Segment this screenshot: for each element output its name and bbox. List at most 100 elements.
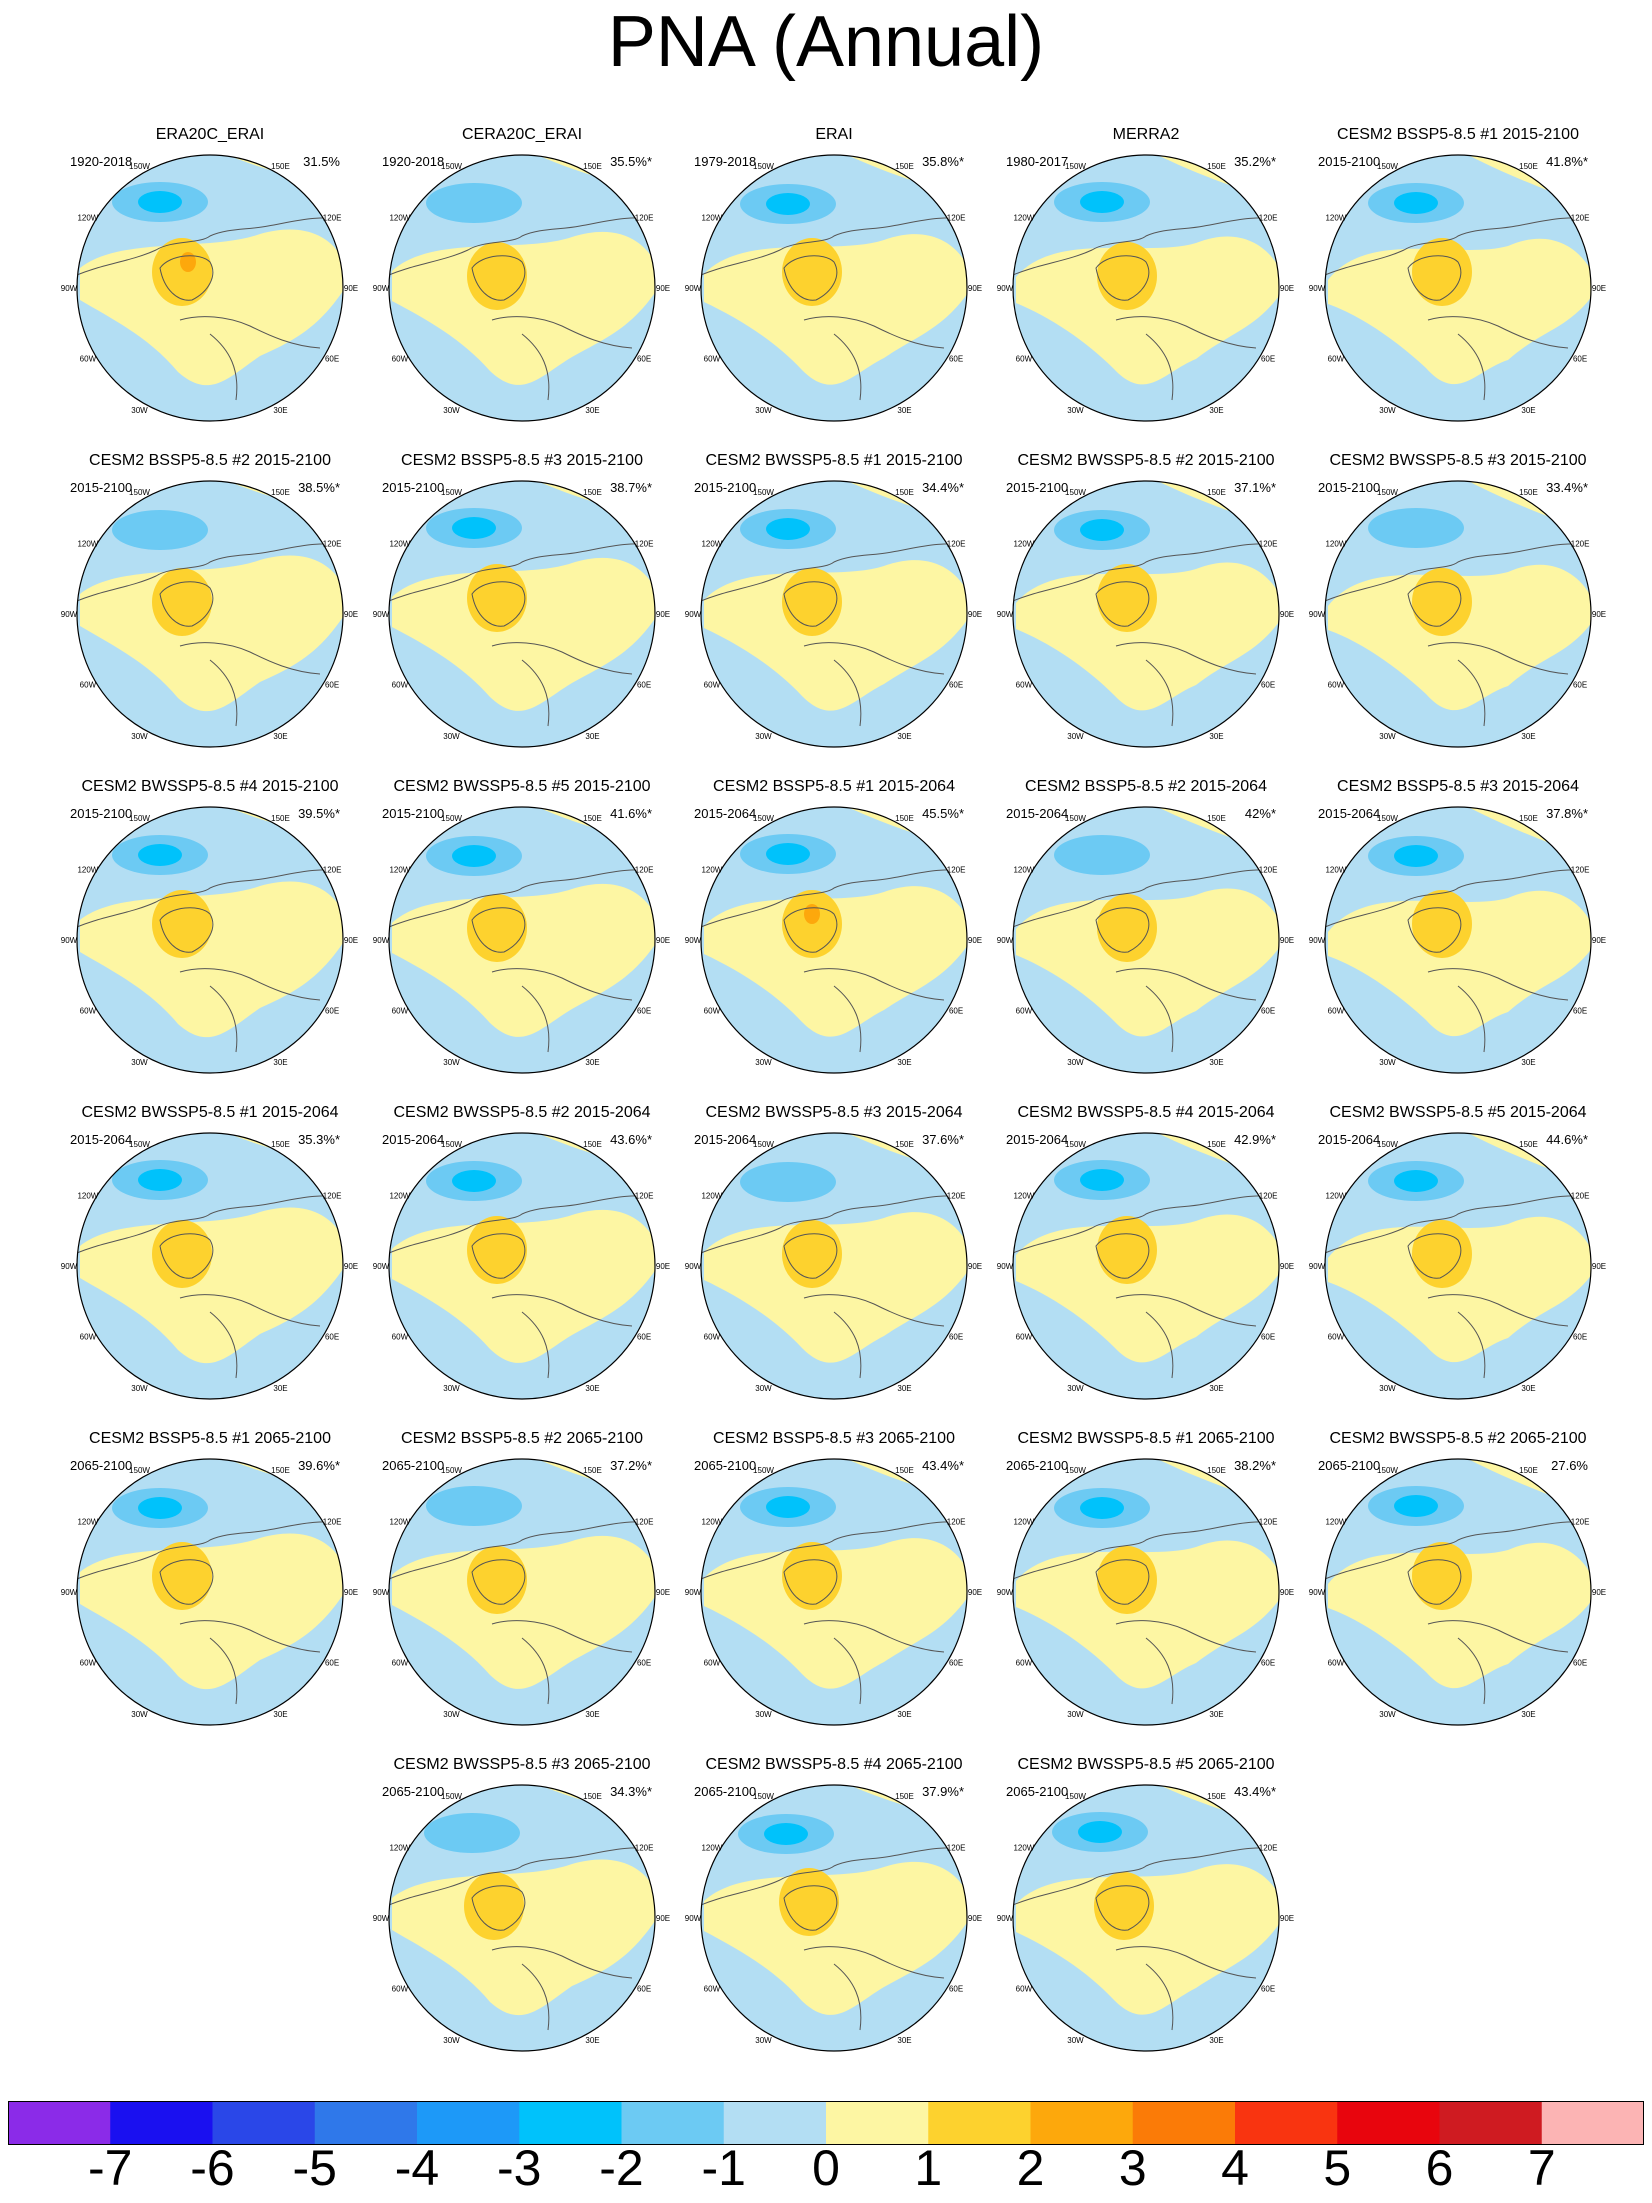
panel-period: 2015-2100 — [1318, 480, 1381, 495]
longitude-label: 0 — [520, 1729, 525, 1730]
longitude-label: 120E — [947, 214, 966, 223]
coastline — [1115, 1294, 1257, 1379]
coastline — [803, 1294, 945, 1379]
panel-period: 2015-2100 — [694, 480, 757, 495]
longitude-labels: 180 150W 150E 120W 120E 90W 90E 60W 60E 30W 30E 0 — [997, 1128, 1294, 1404]
colorbar-tick-label: 1 — [914, 2140, 943, 2196]
longitude-label: 90E — [656, 284, 670, 293]
longitude-label: 60E — [325, 681, 339, 690]
longitude-label: 30E — [1209, 1710, 1223, 1719]
longitude-label: 180 — [203, 1128, 217, 1130]
longitude-label: 30W — [755, 1058, 772, 1067]
panel-title: CESM2 BWSSP5-8.5 #5 2015-2100 — [393, 778, 651, 795]
longitude-label: 0 — [520, 2055, 525, 2056]
map-panel: CESM2 BWSSP5-8.5 #5 2015-2064 2015-2064 44… — [1308, 1104, 1608, 1404]
positive-region — [704, 234, 967, 385]
map-panel: CESM2 BSSP5-8.5 #1 2015-2064 2015-2064 45.… — [684, 778, 984, 1078]
panel-title: CESM2 BSSP5-8.5 #2 2015-2064 — [1025, 778, 1267, 795]
longitude-labels: 180 150W 150E 120W 120E 90W 90E 60W 60E 30W 30E 0 — [373, 1780, 670, 2056]
panel-title: CESM2 BWSSP5-8.5 #1 2015-2064 — [81, 1104, 339, 1121]
colorbar-swatch — [826, 2101, 929, 2145]
panel-variance: 37.1%* — [1234, 480, 1276, 495]
longitude-label: 120E — [635, 1192, 654, 1201]
panel-period: 2015-2100 — [382, 480, 445, 495]
longitude-label: 30E — [1521, 1384, 1535, 1393]
longitude-label: 60E — [637, 1007, 651, 1016]
panel-title: CESM2 BWSSP5-8.5 #1 2065-2100 — [1017, 1430, 1275, 1447]
longitude-label: 30W — [1067, 2036, 1084, 2045]
panel-title: CESM2 BWSSP5-8.5 #4 2065-2100 — [705, 1756, 963, 1773]
positive-center — [467, 1216, 527, 1284]
coastline — [471, 1233, 526, 1279]
map-boundary — [388, 154, 656, 422]
map-panel: CESM2 BWSSP5-8.5 #1 2065-2100 2065-2100 38… — [996, 1430, 1296, 1730]
coastline — [159, 581, 214, 627]
longitude-label: 150W — [1065, 814, 1086, 823]
colorbar-tick-label: -5 — [292, 2140, 337, 2196]
negative-center — [426, 183, 522, 223]
longitude-label: 90W — [61, 610, 78, 619]
longitude-label: 120E — [1571, 540, 1590, 549]
longitude-label: 30W — [755, 1384, 772, 1393]
positive-region — [1016, 888, 1279, 1037]
longitude-label: 90W — [1309, 936, 1326, 945]
negative-center-core — [1394, 1170, 1438, 1192]
panel-variance: 37.6%* — [922, 1132, 964, 1147]
longitude-label: 150W — [1065, 1140, 1086, 1149]
panel-title: CESM2 BSSP5-8.5 #3 2015-2100 — [401, 452, 643, 469]
longitude-labels: 180 150W 150E 120W 120E 90W 90E 60W 60E 30W 30E 0 — [685, 476, 982, 752]
coastline — [1407, 581, 1462, 627]
colorbar-tick-label: 0 — [812, 2140, 840, 2196]
negative-center-core — [766, 843, 810, 865]
longitude-label: 150W — [441, 162, 462, 171]
polar-map: 180 150W 150E 120W 120E 90W 90E 60W 60E 30W 30E 0 — [685, 1128, 982, 1404]
coastline — [159, 907, 214, 953]
longitude-label: 90E — [656, 1914, 670, 1923]
longitude-label: 90W — [997, 1914, 1014, 1923]
map-panel: CESM2 BSSP5-8.5 #2 2065-2100 2065-2100 37.… — [372, 1430, 672, 1730]
longitude-label: 150E — [1519, 814, 1538, 823]
longitude-label: 30E — [585, 1384, 599, 1393]
colorbar-swatch — [1541, 2101, 1644, 2145]
map-boundary — [1012, 1458, 1280, 1726]
negative-center — [112, 510, 208, 550]
coastline — [159, 1233, 214, 1279]
negative-center — [740, 1162, 836, 1202]
longitude-label: 120W — [701, 540, 722, 549]
longitude-label: 150W — [753, 162, 774, 171]
positive-center — [1412, 1220, 1472, 1288]
longitude-label: 60W — [704, 1985, 721, 1994]
longitude-label: 30W — [131, 1710, 148, 1719]
panel-variance: 35.2%* — [1234, 154, 1276, 169]
longitude-label: 120E — [323, 214, 342, 223]
panel-title: ERAI — [815, 126, 853, 143]
negative-center-core — [766, 193, 810, 215]
longitude-label: 120E — [1571, 214, 1590, 223]
longitude-label: 60W — [392, 1007, 409, 1016]
longitude-label: 30E — [1209, 2036, 1223, 2045]
longitude-label: 30W — [443, 732, 460, 741]
longitude-label: 60W — [392, 355, 409, 364]
longitude-labels: 180 150W 150E 120W 120E 90W 90E 60W 60E 30W 30E 0 — [61, 802, 358, 1078]
longitude-label: 120E — [635, 540, 654, 549]
positive-center — [152, 238, 212, 306]
panel-title: CESM2 BWSSP5-8.5 #4 2015-2100 — [81, 778, 339, 795]
polar-map: 180 150W 150E 120W 120E 90W 90E 60W 60E 30W 30E 0 — [61, 802, 358, 1078]
map-panel: CESM2 BWSSP5-8.5 #4 2065-2100 2065-2100 37… — [684, 1756, 984, 2056]
negative-center-core — [766, 518, 810, 540]
colorbar-tick-label: 5 — [1323, 2140, 1352, 2196]
panel-variance: 43.6%* — [610, 1132, 652, 1147]
longitude-label: 120W — [701, 1844, 722, 1853]
longitude-label: 120E — [1571, 1192, 1590, 1201]
positive-region — [1016, 562, 1279, 711]
longitude-label: 60E — [1573, 355, 1587, 364]
longitude-label: 180 — [827, 476, 841, 478]
longitude-label: 150E — [1207, 1466, 1226, 1475]
longitude-label: 60E — [1573, 1333, 1587, 1342]
negative-center-core — [138, 1169, 182, 1191]
panel-variance: 45.5%* — [922, 806, 964, 821]
panel-variance: 43.4%* — [922, 1458, 964, 1473]
longitude-label: 30W — [1379, 1058, 1396, 1067]
map-boundary — [388, 1458, 656, 1726]
longitude-label: 90E — [1592, 284, 1606, 293]
